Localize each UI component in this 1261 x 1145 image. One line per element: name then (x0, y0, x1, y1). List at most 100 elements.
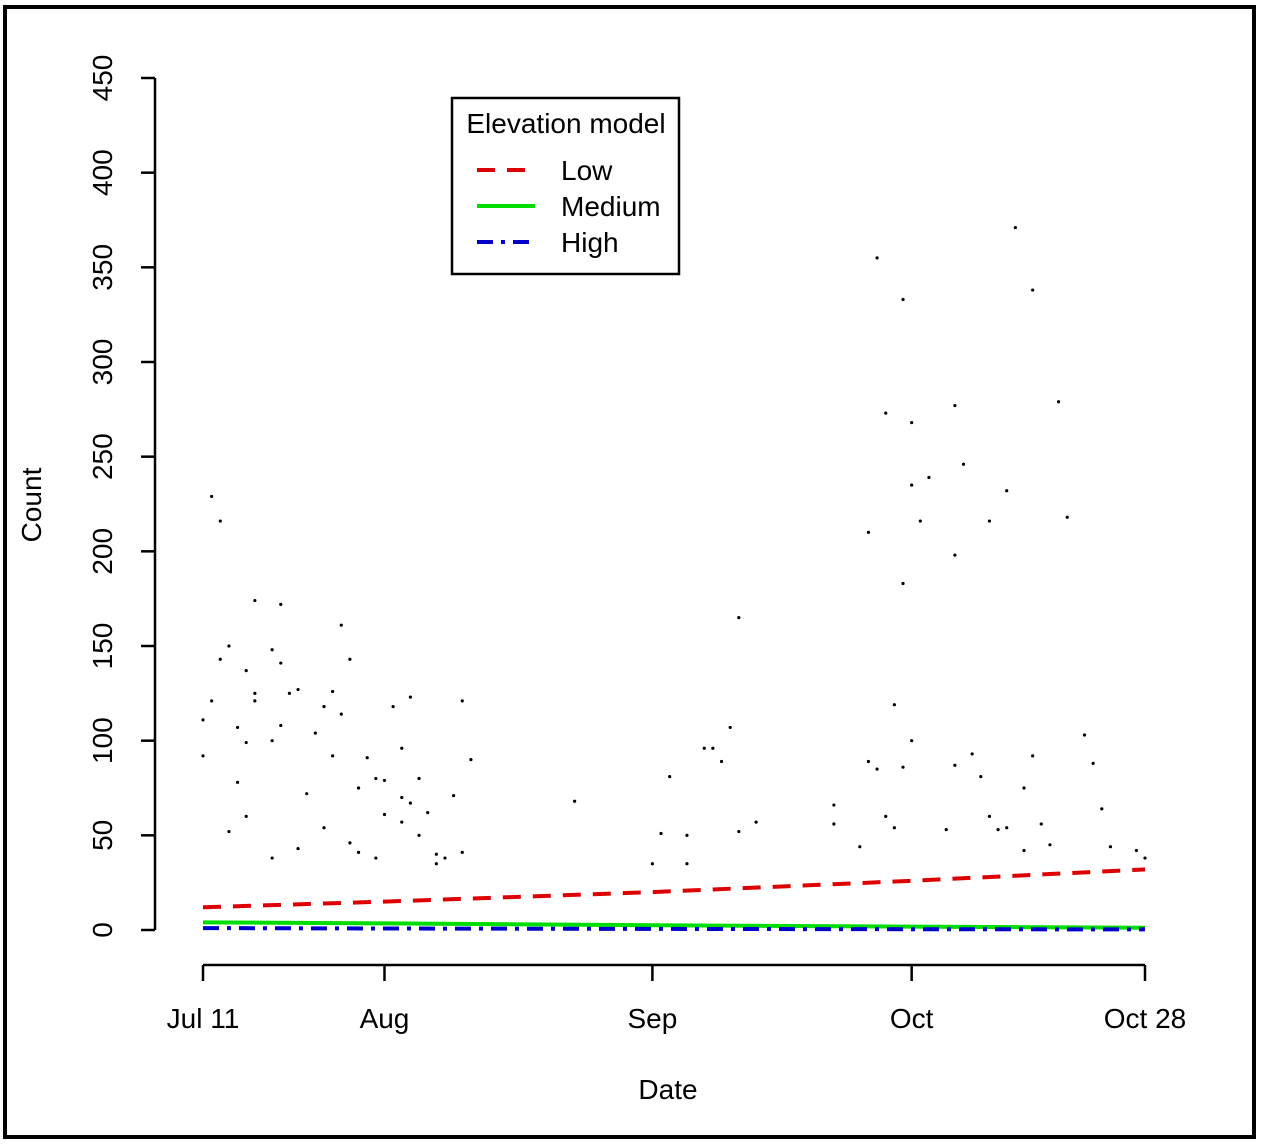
data-point (279, 723, 283, 728)
data-point (1065, 515, 1069, 519)
data-point (719, 759, 724, 764)
data-point (279, 602, 283, 606)
data-point (927, 475, 931, 480)
data-point (875, 256, 879, 260)
data-point (374, 856, 378, 860)
data-point (313, 731, 317, 735)
data-point (400, 746, 404, 750)
data-point (1039, 822, 1043, 826)
x-tick-label: Oct 28 (1104, 1003, 1186, 1034)
data-point (356, 850, 361, 854)
data-point (417, 776, 421, 781)
series-line-low (202, 867, 1146, 910)
data-point (270, 856, 274, 860)
data-point (382, 778, 387, 783)
x-tick-label: Jul 11 (167, 1003, 240, 1034)
scatter-points (201, 225, 1147, 866)
data-point (1013, 225, 1017, 230)
data-point (443, 856, 447, 860)
legend-label-medium: Medium (561, 191, 661, 222)
data-point (391, 704, 395, 709)
data-point (235, 725, 240, 730)
data-point (659, 831, 663, 836)
data-point (685, 862, 689, 866)
data-point (754, 820, 758, 824)
data-point (400, 820, 404, 824)
data-point (987, 814, 992, 819)
data-point (426, 811, 430, 815)
legend-title: Elevation model (466, 108, 665, 139)
series-line-medium (202, 920, 1146, 930)
data-point (322, 826, 326, 830)
data-point (322, 704, 326, 709)
data-point (944, 828, 948, 832)
y-tick-label: 0 (87, 922, 118, 938)
data-point (296, 687, 300, 692)
legend-label-high: High (561, 227, 619, 258)
data-point (875, 767, 879, 771)
data-point (331, 689, 335, 694)
data-point (728, 725, 732, 730)
data-point (305, 792, 309, 796)
data-point (210, 699, 214, 703)
data-point (1022, 786, 1026, 790)
data-point (339, 623, 343, 627)
data-point (573, 799, 577, 803)
data-point (244, 740, 248, 745)
legend-box (450, 96, 681, 276)
data-point (650, 862, 654, 866)
data-point (218, 519, 222, 523)
data-point (348, 657, 352, 661)
data-point (201, 754, 205, 758)
data-point (253, 691, 257, 695)
trend-lines (202, 867, 1146, 932)
data-point (296, 846, 300, 851)
data-point (737, 829, 741, 834)
data-point (668, 775, 672, 779)
data-point (434, 852, 438, 856)
data-point (452, 793, 456, 798)
data-point (1048, 843, 1052, 847)
y-tick-label: 50 (87, 820, 118, 851)
data-point (1143, 856, 1147, 860)
data-point (901, 297, 905, 302)
y-tick-label: 100 (87, 717, 118, 764)
data-point (408, 801, 413, 805)
data-point (702, 746, 706, 750)
data-point (287, 691, 292, 695)
data-point (400, 795, 404, 800)
data-point (1108, 845, 1113, 849)
data-point (918, 519, 922, 523)
data-point (1005, 489, 1009, 493)
data-point (979, 775, 983, 779)
y-axis-title: Count (16, 467, 47, 542)
data-point (201, 718, 205, 722)
data-point (1031, 754, 1035, 758)
data-point (244, 669, 248, 673)
data-point (685, 833, 689, 837)
data-point (910, 483, 914, 487)
data-point (910, 739, 914, 743)
data-point (218, 657, 222, 661)
y-tick-label: 250 (87, 433, 118, 480)
data-point (374, 776, 378, 781)
data-point (1082, 733, 1087, 737)
data-point (901, 765, 905, 769)
data-point (996, 828, 1000, 832)
x-tick-label: Aug (360, 1003, 410, 1034)
data-point (1091, 761, 1095, 765)
data-point (253, 598, 257, 603)
y-tick-label: 350 (87, 244, 118, 291)
data-point (235, 780, 240, 784)
data-point (711, 746, 715, 750)
data-point (417, 833, 421, 837)
data-point (331, 754, 335, 758)
data-point (858, 845, 862, 849)
y-tick-label: 450 (87, 55, 118, 102)
x-tick-label: Oct (890, 1003, 934, 1034)
data-point (469, 758, 473, 762)
data-point (1031, 288, 1035, 292)
data-point (987, 519, 992, 523)
legend: Elevation model Low Medium High (450, 96, 681, 276)
